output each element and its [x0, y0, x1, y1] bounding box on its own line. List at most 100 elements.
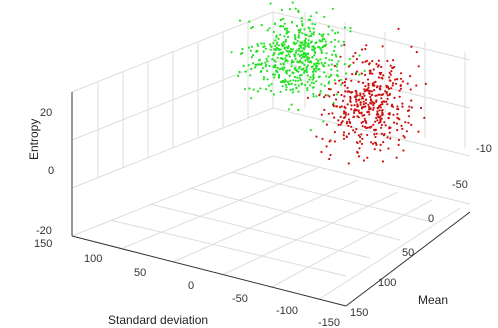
scatter-point: [304, 39, 307, 42]
scatter-point: [277, 49, 280, 52]
scatter-point: [306, 58, 309, 61]
scatter-point: [375, 143, 378, 146]
scatter-point: [325, 123, 328, 126]
scatter-point: [389, 137, 392, 140]
scatter-point: [344, 78, 348, 81]
scatter-point: [374, 141, 377, 144]
scatter-point: [336, 75, 339, 78]
scatter-point: [358, 111, 361, 114]
scatter-point: [347, 132, 351, 135]
scatter-point: [294, 83, 297, 86]
scatter-point: [308, 27, 311, 30]
scatter-point: [309, 84, 312, 87]
scatter-point: [409, 75, 412, 78]
scatter-point: [350, 125, 353, 128]
scatter-point: [271, 57, 274, 61]
scatter-point: [250, 67, 253, 70]
scatter-point: [343, 84, 347, 87]
scatter-point: [345, 122, 348, 125]
scatter-point: [323, 96, 326, 99]
scatter-point: [359, 103, 362, 106]
scatter-point: [265, 57, 268, 60]
scatter-point: [319, 58, 322, 61]
scatter-point: [295, 24, 299, 28]
scatter-point: [308, 78, 311, 81]
scatter-point: [392, 59, 395, 62]
scatter-point: [384, 124, 387, 127]
scatter-point: [361, 95, 364, 98]
scatter-point: [407, 121, 410, 124]
scatter-point: [297, 84, 300, 87]
scatter-point: [385, 91, 388, 94]
scatter-point: [351, 73, 354, 76]
scatter-point: [399, 87, 403, 90]
scatter-point: [396, 129, 399, 132]
scatter-point: [373, 133, 376, 136]
scatter-point: [325, 75, 328, 78]
scatter-point: [406, 82, 409, 85]
scatter-point: [275, 43, 278, 46]
scatter-point: [364, 60, 367, 63]
scatter-point: [349, 64, 352, 67]
scatter-point: [359, 92, 362, 95]
scatter-point: [394, 78, 397, 81]
scatter-point: [338, 106, 342, 109]
scatter-point: [288, 69, 291, 72]
scatter-point: [319, 92, 322, 95]
scatter-point: [241, 48, 244, 51]
scatter-point: [312, 31, 316, 34]
scatter-point: [285, 49, 288, 52]
y-ticks: -10 -50 0 50 100 150: [350, 143, 492, 319]
scatter-point: [285, 86, 288, 89]
scatter-point: [392, 113, 395, 116]
scatter-point: [387, 87, 391, 90]
scatter-point: [286, 69, 289, 72]
scatter-point: [288, 55, 291, 58]
scatter-point: [395, 156, 398, 159]
scatter-point: [370, 90, 374, 93]
scatter-point: [391, 84, 394, 87]
scatter-point: [369, 107, 372, 110]
scatter-point: [299, 28, 302, 31]
scatter-point: [380, 114, 384, 117]
scatter-point: [308, 35, 311, 38]
scatter-point: [300, 46, 303, 49]
scatter-point: [284, 57, 287, 60]
scatter-point: [238, 70, 241, 73]
scatter-point: [337, 91, 340, 94]
scatter-point: [302, 56, 305, 59]
scatter-point: [247, 46, 250, 49]
scatter-point: [272, 73, 275, 76]
scatter-point: [337, 119, 340, 122]
scatter-point: [335, 93, 338, 96]
scatter-point: [347, 65, 350, 68]
scatter-point: [317, 59, 320, 62]
scatter-point: [322, 120, 325, 123]
y-tick-label: -10: [476, 143, 492, 155]
scatter-point: [380, 126, 383, 129]
scatter-point: [297, 49, 300, 52]
scatter-point: [381, 77, 384, 80]
scatter-point: [410, 106, 413, 109]
scatter-point: [378, 121, 381, 124]
scatter-point: [310, 81, 313, 84]
scatter-point: [415, 51, 418, 54]
scatter-point: [287, 53, 290, 56]
scatter-point: [288, 74, 291, 77]
scatter-point: [380, 65, 383, 69]
scatter-point: [293, 75, 296, 79]
scatter-point: [306, 74, 309, 77]
scatter-point: [269, 2, 272, 5]
scatter-point: [282, 25, 285, 28]
scatter-point: [350, 104, 353, 107]
z-tick-label: 20: [40, 107, 52, 119]
scatter-point: [268, 27, 271, 30]
scatter-point: [285, 59, 288, 62]
scatter-point: [366, 156, 369, 159]
scatter-point: [379, 118, 382, 122]
scatter-point: [376, 110, 379, 113]
scatter-point: [315, 135, 318, 138]
scatter-point: [364, 85, 367, 88]
scatter-point: [354, 73, 357, 76]
scatter-point: [301, 41, 304, 44]
